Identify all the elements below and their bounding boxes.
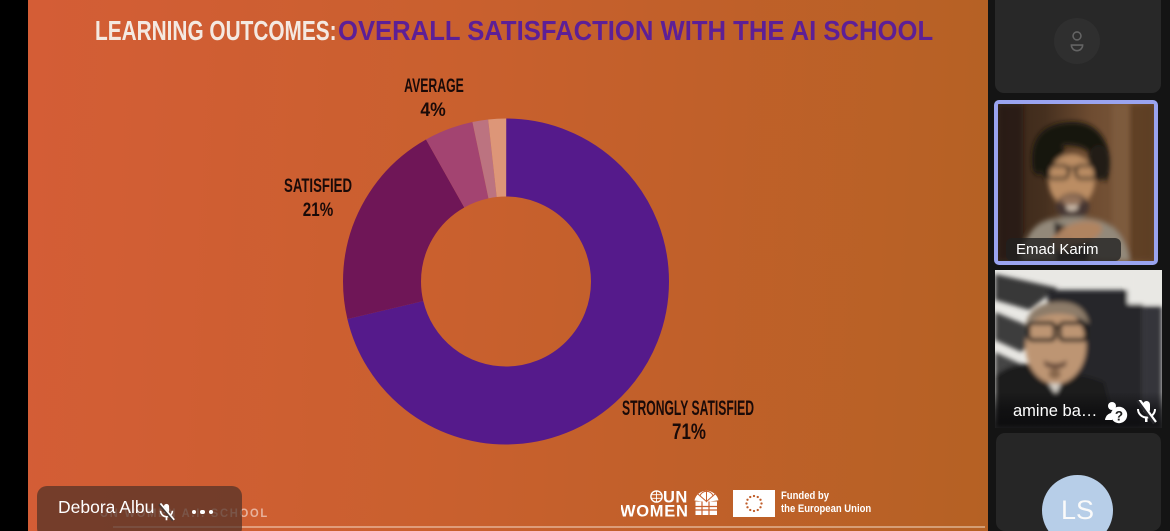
svg-text:?: ? <box>1115 409 1123 424</box>
svg-text:UN: UN <box>663 489 688 507</box>
svg-text:WOMEN: WOMEN <box>621 503 689 521</box>
